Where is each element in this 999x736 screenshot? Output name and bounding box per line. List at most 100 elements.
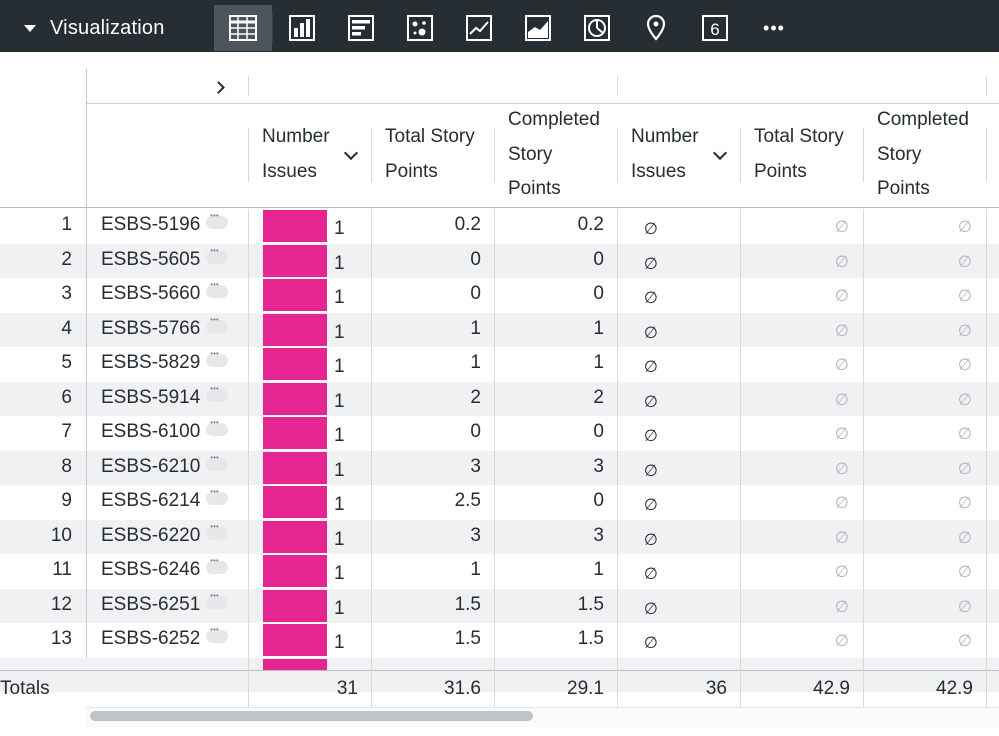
scrollbar-thumb[interactable] xyxy=(90,711,533,721)
issues-count: 1 xyxy=(334,425,345,446)
null-value: ∅ xyxy=(958,598,972,616)
map-pin-icon[interactable] xyxy=(627,5,685,51)
row-number: 4 xyxy=(61,317,72,339)
area-chart-icon[interactable] xyxy=(509,5,567,51)
column-chart-icon[interactable] xyxy=(273,5,331,51)
null-value: ∅ xyxy=(644,531,658,549)
row-background xyxy=(0,243,999,278)
row-number: 7 xyxy=(61,421,72,442)
chevron-down-icon[interactable] xyxy=(343,145,359,161)
more-options-icon[interactable] xyxy=(206,384,229,402)
total-value: 29.1 xyxy=(567,678,604,699)
more-options-icon[interactable] xyxy=(206,453,229,471)
row-background xyxy=(0,450,999,485)
issue-key-link[interactable]: ESBS-6246 xyxy=(101,556,229,581)
measure-header-total-story-points: Total Story xyxy=(385,126,475,147)
single-value-icon[interactable]: 6 xyxy=(686,5,744,51)
more-options-icon[interactable] xyxy=(206,591,229,609)
issues-count: 1 xyxy=(334,494,345,515)
null-value: ∅ xyxy=(644,497,658,514)
column-divider xyxy=(494,670,495,707)
totals-label: Totals xyxy=(0,678,50,699)
issue-count-bar xyxy=(263,417,327,449)
issue-key-link[interactable]: ESBS-5914 xyxy=(101,384,229,409)
null-value: ∅ xyxy=(835,426,849,443)
issue-key-link[interactable]: ESBS-5196 xyxy=(101,211,229,236)
null-value: ∅ xyxy=(644,428,658,445)
row-number: 6 xyxy=(61,386,72,408)
more-options-icon[interactable] xyxy=(206,349,229,368)
null-value: ∅ xyxy=(958,564,972,581)
issue-key-link[interactable]: ESBS-6220 xyxy=(101,522,229,547)
more-options-icon[interactable] xyxy=(206,418,229,437)
issue-key-link[interactable]: ESBS-6251 xyxy=(101,591,229,616)
bar-chart-icon[interactable] xyxy=(332,5,390,51)
issues-count: 1 xyxy=(334,218,345,239)
column-divider xyxy=(617,209,618,671)
visualization-toolbar: Visualization 6 ••• xyxy=(0,0,999,52)
issue-key-link[interactable]: ESBS-6252 xyxy=(101,625,229,650)
chevron-right-icon[interactable] xyxy=(212,81,225,94)
issue-key-link[interactable]: ESBS-5660 xyxy=(101,280,229,305)
null-value: ∅ xyxy=(958,391,972,409)
null-value: ∅ xyxy=(958,633,972,650)
header-separator xyxy=(248,76,249,96)
total-value: 31.6 xyxy=(444,678,481,699)
null-value: ∅ xyxy=(835,357,849,374)
completed-story-points: 0.2 xyxy=(577,214,604,235)
measure-header-number-of-issues: Number of xyxy=(262,126,334,147)
completed-story-points: 3 xyxy=(593,455,604,477)
measure-header-completed-story-points: Points xyxy=(877,178,930,199)
column-divider xyxy=(86,69,87,658)
row-number: 13 xyxy=(50,628,72,649)
null-value: ∅ xyxy=(644,290,658,307)
issue-key-link[interactable]: ESBS-5605 xyxy=(101,246,229,271)
null-value: ∅ xyxy=(958,357,972,374)
more-options-icon[interactable] xyxy=(206,246,229,264)
issue-key-link[interactable]: ESBS-6214 xyxy=(101,487,229,512)
issues-count: 1 xyxy=(334,632,345,653)
null-value: ∅ xyxy=(958,253,972,271)
measure-header-number-of-issues: Issues xyxy=(262,161,317,182)
null-value: ∅ xyxy=(835,633,849,650)
column-divider xyxy=(863,670,864,707)
issue-key-link[interactable]: ESBS-5766 xyxy=(101,315,229,340)
more-icon[interactable]: ••• xyxy=(763,17,785,38)
line-chart-icon[interactable] xyxy=(450,5,508,51)
header-separator xyxy=(617,128,618,182)
issues-count: 1 xyxy=(334,528,345,550)
issue-key-link[interactable]: ESBS-5829 xyxy=(101,349,229,374)
more-options-icon[interactable] xyxy=(206,556,229,575)
null-value: ∅ xyxy=(958,219,972,236)
issue-key-link[interactable]: ESBS-6210 xyxy=(101,453,229,478)
issues-count: 1 xyxy=(334,390,345,412)
total-story-points: 1.5 xyxy=(454,628,481,649)
more-options-icon[interactable] xyxy=(206,280,229,299)
more-options-icon[interactable] xyxy=(206,625,229,644)
header-separator xyxy=(494,128,495,182)
total-story-points: 0 xyxy=(470,248,481,270)
null-value: ∅ xyxy=(644,324,658,342)
more-options-icon[interactable] xyxy=(206,522,229,540)
more-options-icon[interactable] xyxy=(206,211,229,230)
total-story-points: 1.5 xyxy=(454,593,481,615)
chevron-down-icon[interactable] xyxy=(712,145,728,161)
visualization-toggle[interactable]: Visualization xyxy=(0,5,213,51)
row-background xyxy=(0,519,999,554)
header-separator xyxy=(986,76,987,96)
issue-key-link[interactable]: ESBS-6100 xyxy=(101,418,229,443)
null-value: ∅ xyxy=(958,460,972,478)
measure-header-number-of-issues: Issues xyxy=(631,161,686,182)
total-story-points: 1 xyxy=(470,352,481,373)
table-icon[interactable] xyxy=(214,5,272,51)
more-options-icon[interactable] xyxy=(206,315,229,333)
measure-header-completed-story-points: Completed xyxy=(508,109,600,130)
row-number: 1 xyxy=(61,214,72,235)
row-number: 12 xyxy=(50,593,72,615)
more-options-icon[interactable] xyxy=(206,487,229,506)
scatter-chart-icon[interactable] xyxy=(391,5,449,51)
total-value: 36 xyxy=(705,678,727,699)
null-value: ∅ xyxy=(958,288,972,305)
pie-chart-icon[interactable] xyxy=(568,5,626,51)
issues-count: 1 xyxy=(334,356,345,377)
